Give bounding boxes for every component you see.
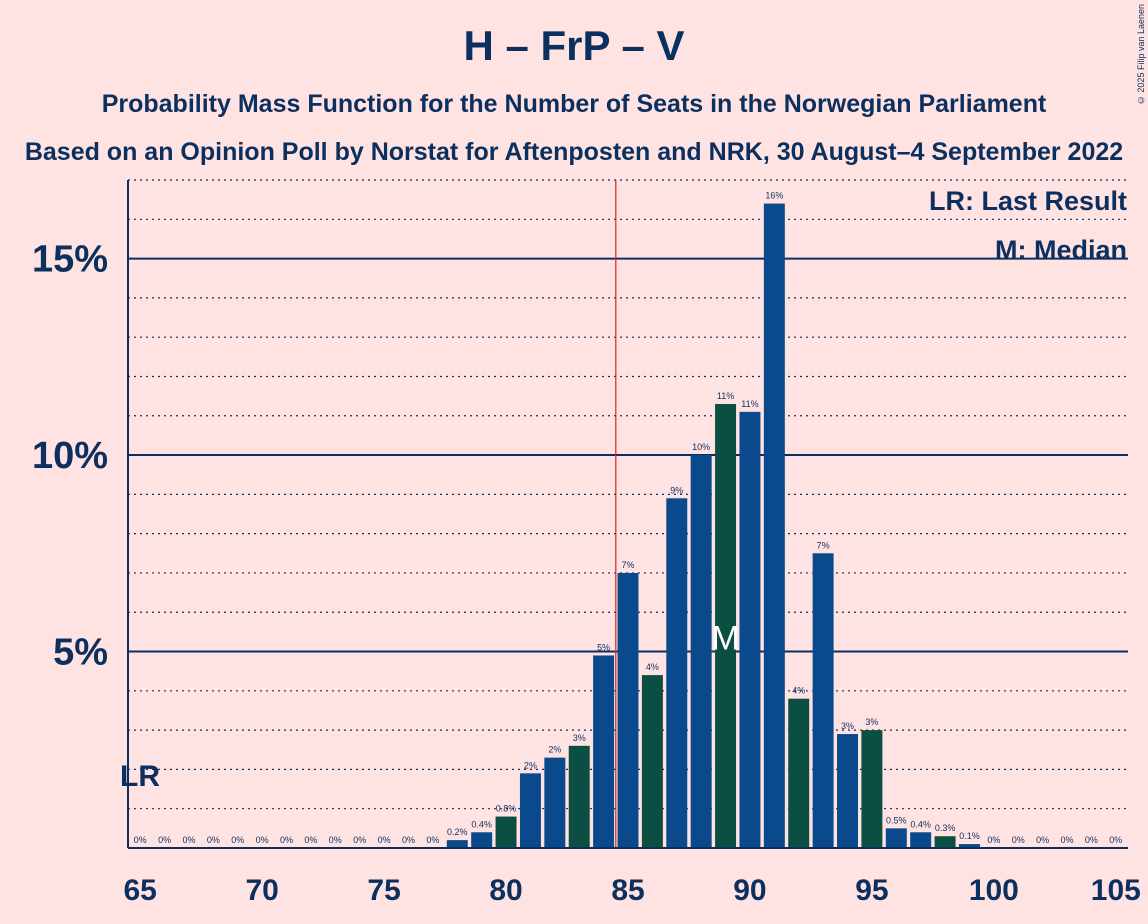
data-label-90: 11% (741, 399, 758, 409)
chart-subtitle: Probability Mass Function for the Number… (101, 90, 1047, 118)
chart-source-subtitle: Based on an Opinion Poll by Norstat for … (24, 138, 1124, 166)
data-label-67: 0% (182, 835, 195, 845)
data-label-76: 0% (402, 835, 415, 845)
legend-median: M: Median (995, 235, 1127, 265)
bar-82 (544, 757, 566, 848)
data-label-89: 11% (717, 391, 734, 401)
data-label-99: 0.1% (959, 831, 980, 841)
data-label-66: 0% (158, 835, 171, 845)
data-label-102: 0% (1036, 835, 1049, 845)
data-label-88: 10% (692, 442, 710, 452)
x-tick-label: 100 (969, 874, 1019, 907)
data-label-77: 0% (426, 835, 439, 845)
bar-92 (788, 698, 810, 848)
bar-81 (519, 773, 541, 848)
bar-90 (739, 411, 761, 848)
x-tick-label: 80 (489, 874, 522, 907)
x-tick-label: 85 (611, 874, 644, 907)
data-label-93: 7% (817, 540, 830, 550)
y-tick-label: 5% (53, 632, 108, 674)
bar-86 (641, 675, 663, 848)
bar-83 (568, 745, 590, 848)
x-tick-label: 90 (733, 874, 766, 907)
data-label-92: 4% (792, 686, 805, 696)
bar-98 (934, 836, 956, 848)
bar-94 (837, 734, 858, 848)
data-label-65: 0% (134, 835, 147, 845)
data-label-78: 0.2% (447, 827, 468, 837)
data-label-83: 3% (573, 733, 586, 743)
data-label-103: 0% (1061, 835, 1074, 845)
data-label-84: 5% (597, 642, 610, 652)
data-label-105: 0% (1109, 835, 1122, 845)
bar-93 (812, 553, 834, 848)
data-label-74: 0% (353, 835, 366, 845)
data-label-95: 3% (865, 717, 878, 727)
y-tick-labels: 5% 10% 15% (32, 239, 108, 674)
x-tick-label: 75 (367, 874, 400, 907)
bar-85 (617, 572, 639, 848)
data-label-73: 0% (329, 835, 342, 845)
data-label-85: 7% (621, 560, 634, 570)
data-labels: 0% 0% 0% 0% 0% 0% 0% 0% 0% 0% 0% 0% 0%0.2%0.4%0.8%2%… (134, 191, 1123, 845)
data-label-104: 0% (1085, 835, 1098, 845)
bar-80 (495, 816, 517, 848)
bar-95 (861, 730, 883, 848)
y-tick-label: 10% (32, 435, 108, 477)
data-label-69: 0% (231, 835, 244, 845)
data-label-94: 3% (841, 721, 854, 731)
data-label-97: 0.4% (910, 819, 931, 829)
data-label-75: 0% (378, 835, 391, 845)
x-tick-label: 95 (855, 874, 888, 907)
x-tick-label: 70 (245, 874, 278, 907)
data-label-82: 2% (548, 745, 561, 755)
bar-89 (715, 403, 737, 848)
data-label-80: 0.8% (496, 804, 517, 814)
x-tick-label: 65 (124, 874, 157, 907)
bar-97 (910, 832, 932, 848)
bar-88 (690, 455, 712, 848)
chart-title: H – FrP – V (463, 22, 685, 69)
bar-84 (593, 655, 615, 848)
data-label-100: 0% (987, 835, 1000, 845)
data-label-81: 2% (524, 760, 537, 770)
data-label-91: 16% (765, 191, 783, 201)
legend-last-result: LR: Last Result (929, 186, 1127, 216)
bars (446, 203, 980, 848)
data-label-101: 0% (1012, 835, 1025, 845)
data-label-87: 9% (670, 485, 683, 495)
bar-99 (958, 844, 980, 848)
median-marker: M (711, 620, 739, 658)
data-label-79: 0.4% (471, 819, 492, 829)
data-label-71: 0% (280, 835, 293, 845)
bar-78 (446, 840, 468, 848)
bar-79 (471, 832, 493, 848)
last-result-label: LR (120, 760, 160, 793)
bar-91 (763, 203, 785, 848)
data-label-86: 4% (646, 662, 659, 672)
data-label-72: 0% (304, 835, 317, 845)
y-tick-label: 15% (32, 239, 108, 281)
data-label-96: 0.5% (886, 815, 907, 825)
bar-87 (666, 498, 688, 848)
data-label-68: 0% (207, 835, 220, 845)
data-label-70: 0% (256, 835, 269, 845)
data-label-98: 0.3% (935, 823, 956, 833)
x-tick-label: 105 (1091, 874, 1141, 907)
bar-96 (885, 828, 907, 848)
x-tick-labels: 65 70 75 80 85 90 95 100 105 (124, 874, 1141, 907)
